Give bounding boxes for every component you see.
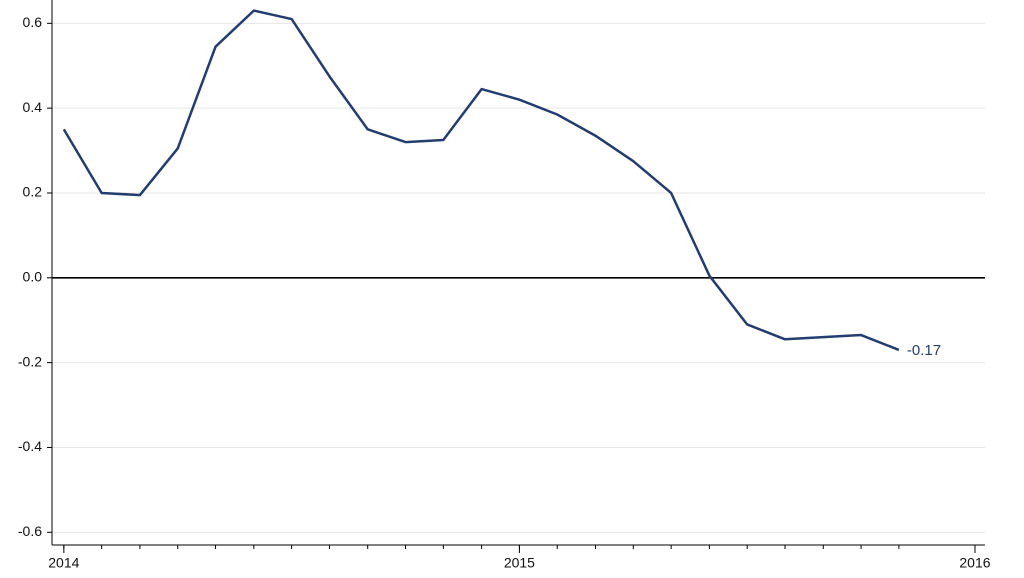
y-tick-label: -0.4 [18, 438, 42, 454]
x-tick-label: 2014 [48, 555, 79, 571]
end-value-label: -0.17 [907, 342, 941, 359]
x-tick-label: 2016 [959, 555, 990, 571]
y-tick-label: -0.2 [18, 353, 42, 369]
y-tick-label: 0.2 [23, 184, 43, 200]
y-tick-label: 0.6 [23, 14, 43, 30]
x-tick-label: 2015 [504, 555, 535, 571]
y-tick-label: 0.4 [23, 99, 43, 115]
series-line [62, 9, 900, 352]
y-tick-label: -0.6 [18, 523, 42, 539]
y-tick-label: 0.0 [23, 269, 43, 285]
